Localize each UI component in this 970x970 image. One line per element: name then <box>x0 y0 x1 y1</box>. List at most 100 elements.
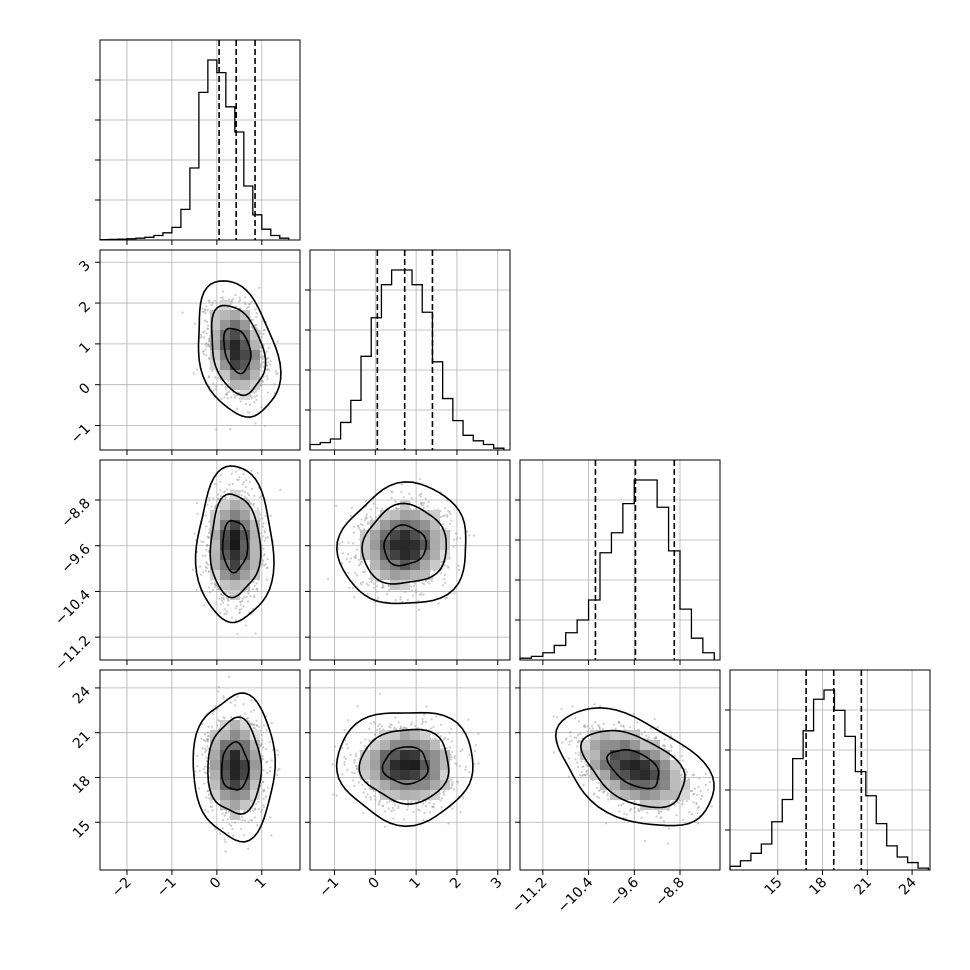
sample-point <box>675 814 678 817</box>
sample-point <box>361 784 364 787</box>
density-cell <box>410 540 420 550</box>
sample-point <box>205 772 208 775</box>
sample-point <box>206 544 209 548</box>
sample-point <box>574 758 577 761</box>
sample-point <box>203 336 206 339</box>
sample-point <box>710 805 713 808</box>
sample-point <box>259 810 262 813</box>
density-cell <box>210 340 220 350</box>
sample-point <box>369 796 372 799</box>
sample-point <box>266 391 270 394</box>
density-cell <box>670 780 680 790</box>
sample-point <box>451 807 454 810</box>
sample-point <box>586 772 589 775</box>
density-cell <box>410 770 420 780</box>
sample-point <box>224 591 228 595</box>
sample-point <box>353 555 356 558</box>
sample-point <box>220 599 224 602</box>
density-cell <box>390 730 400 740</box>
sample-point <box>244 485 248 489</box>
sample-point <box>448 731 451 734</box>
density-cell <box>600 750 610 760</box>
sample-point <box>369 722 373 725</box>
sample-point <box>450 784 453 787</box>
sample-point <box>410 589 413 592</box>
sample-point <box>632 712 636 716</box>
sample-point <box>391 491 394 494</box>
sample-point <box>670 746 673 749</box>
sample-point <box>594 721 597 724</box>
sample-point <box>229 428 232 431</box>
density-cell <box>250 790 260 800</box>
sample-point <box>226 397 229 400</box>
sample-point <box>378 799 381 803</box>
sample-point <box>552 715 555 718</box>
sample-point <box>265 350 268 353</box>
sample-point <box>386 801 389 804</box>
sample-point <box>260 384 263 388</box>
sample-point <box>400 490 403 493</box>
sample-point <box>680 754 683 758</box>
sample-point <box>365 582 368 585</box>
density-cell <box>640 790 650 800</box>
density-cell <box>210 520 220 530</box>
y-tick-label: −1 <box>68 421 94 447</box>
sample-point <box>202 541 205 544</box>
sample-point <box>455 763 458 766</box>
density-cell <box>230 720 240 730</box>
density-cell <box>440 760 450 770</box>
sample-point <box>242 472 245 476</box>
sample-point <box>212 382 215 385</box>
sample-point <box>650 727 653 730</box>
sample-point <box>223 838 226 841</box>
sample-point <box>567 775 571 778</box>
sample-point <box>250 699 253 702</box>
sample-point <box>254 390 258 393</box>
sample-point <box>233 821 237 824</box>
sample-point <box>633 800 636 803</box>
sample-point <box>421 802 425 805</box>
sample-point <box>269 816 272 819</box>
sample-point <box>353 758 356 762</box>
sample-point <box>388 800 391 803</box>
sample-point <box>231 482 234 486</box>
sample-point <box>595 786 599 790</box>
density-cell <box>250 380 260 390</box>
density-cell <box>640 780 650 790</box>
sample-point <box>215 428 218 431</box>
sample-point <box>577 753 580 757</box>
density-cell <box>410 560 420 570</box>
sample-point <box>561 741 564 744</box>
sample-point <box>643 839 647 843</box>
density-cell <box>220 370 230 380</box>
sample-point <box>410 585 413 588</box>
density-cell <box>230 370 240 380</box>
sample-point <box>233 698 237 702</box>
sample-point <box>205 525 208 528</box>
sample-point <box>250 502 253 505</box>
density-cell <box>400 750 410 760</box>
x-tick-label: 15 <box>762 875 786 899</box>
density-cell <box>210 350 220 360</box>
scatter-panel-3-1: −1 0 1 2 3 <box>305 669 511 900</box>
density-cell <box>600 780 610 790</box>
density-cell <box>230 380 240 390</box>
sample-point <box>407 801 410 804</box>
sample-point <box>432 725 435 729</box>
sample-point <box>255 582 258 585</box>
sample-point <box>274 370 277 373</box>
sample-point <box>441 514 445 518</box>
sample-point <box>417 608 421 611</box>
density-cell <box>660 750 670 760</box>
density-cell <box>650 800 660 810</box>
sample-point <box>239 400 242 403</box>
sample-point <box>207 376 211 379</box>
sample-point <box>655 815 658 818</box>
density-cell <box>230 810 240 820</box>
sample-point <box>260 346 263 349</box>
sample-point <box>206 731 209 734</box>
sample-point <box>261 559 265 562</box>
sample-point <box>619 724 622 727</box>
sample-point <box>681 776 684 779</box>
sample-point <box>372 502 375 505</box>
